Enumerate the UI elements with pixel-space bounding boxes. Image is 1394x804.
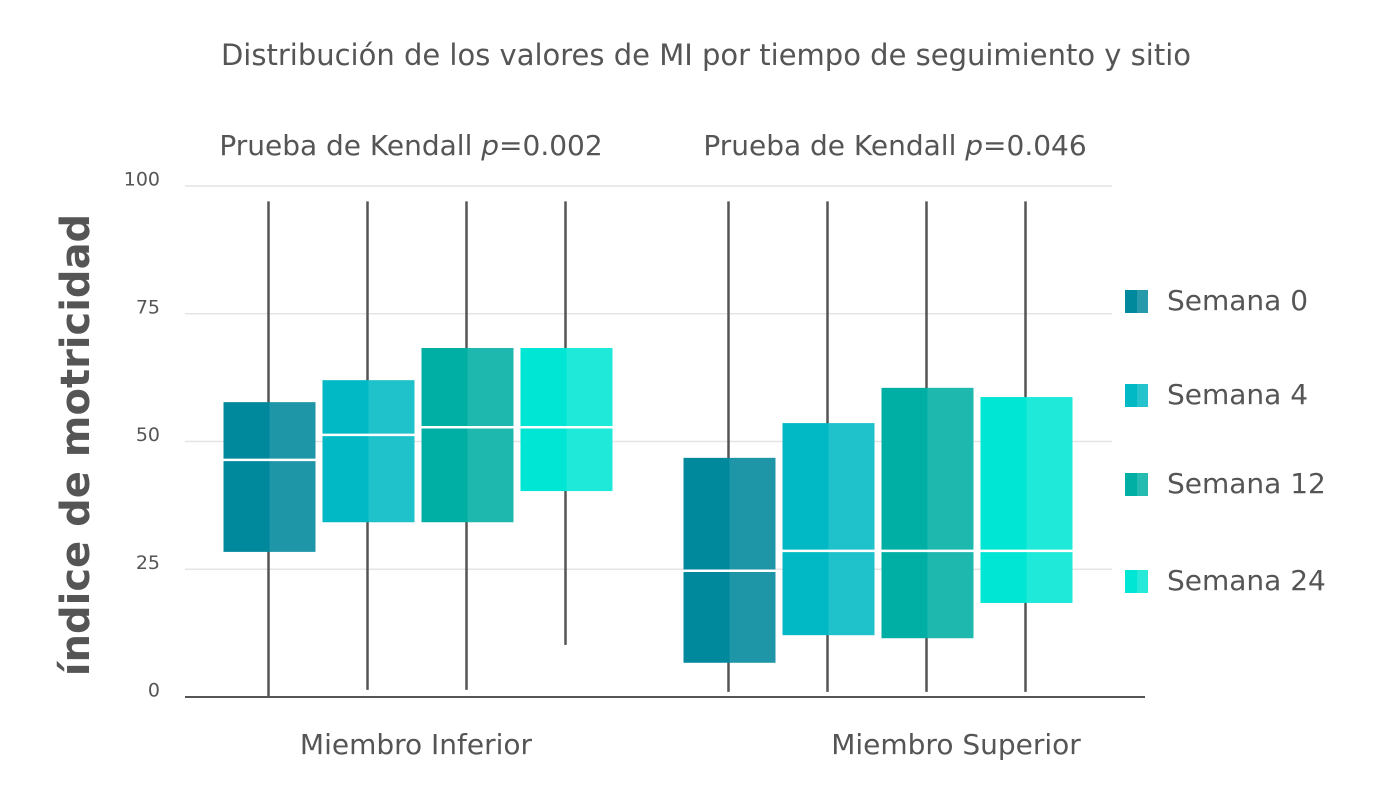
x-tick-label: Miembro Superior [831, 728, 1081, 761]
annotation-text: Prueba de Kendall [219, 129, 481, 162]
y-tick-label: 50 [136, 424, 160, 446]
box-shade [467, 347, 514, 523]
box [520, 347, 613, 492]
legend-label: Semana 4 [1167, 378, 1308, 411]
annotation-value: =0.002 [499, 129, 603, 162]
legend-label: Semana 12 [1167, 467, 1326, 500]
y-tick-label: 75 [136, 296, 160, 318]
legend-swatch [1125, 290, 1148, 313]
legend-label: Semana 24 [1167, 564, 1326, 597]
box-shade [566, 347, 613, 492]
legend-swatch-shade [1137, 570, 1148, 593]
legend-swatch [1125, 473, 1148, 496]
box-shade [828, 423, 875, 636]
box-shade [927, 387, 974, 639]
legend-swatch-shade [1137, 473, 1148, 496]
annotation-value: =0.046 [983, 129, 1087, 162]
box [322, 380, 415, 523]
y-axis-label: índice de motricidad [53, 214, 99, 676]
y-tick-label: 0 [148, 680, 160, 702]
box-shade [729, 457, 776, 663]
annotation-symbol: p [480, 129, 499, 162]
y-tick-label: 100 [124, 169, 160, 191]
box [683, 457, 776, 663]
box [421, 347, 514, 523]
box [782, 423, 875, 636]
box-shade [269, 402, 316, 552]
box-shade [368, 380, 415, 523]
legend-swatch-shade [1137, 384, 1148, 407]
chart-title: Distribución de los valores de MI por ti… [221, 38, 1191, 72]
annotation: Prueba de Kendall p=0.046 [703, 129, 1086, 162]
annotation: Prueba de Kendall p=0.002 [219, 129, 602, 162]
box [223, 402, 316, 552]
legend-swatch-shade [1137, 290, 1148, 313]
x-tick-label: Miembro Inferior [300, 728, 533, 761]
legend-swatch [1125, 570, 1148, 593]
box [881, 387, 974, 639]
annotation-symbol: p [964, 129, 983, 162]
box-shade [1026, 397, 1073, 603]
legend-swatch [1125, 384, 1148, 407]
box [980, 397, 1073, 603]
legend-label: Semana 0 [1167, 284, 1308, 317]
annotation-text: Prueba de Kendall [703, 129, 965, 162]
y-tick-label: 25 [136, 552, 160, 574]
